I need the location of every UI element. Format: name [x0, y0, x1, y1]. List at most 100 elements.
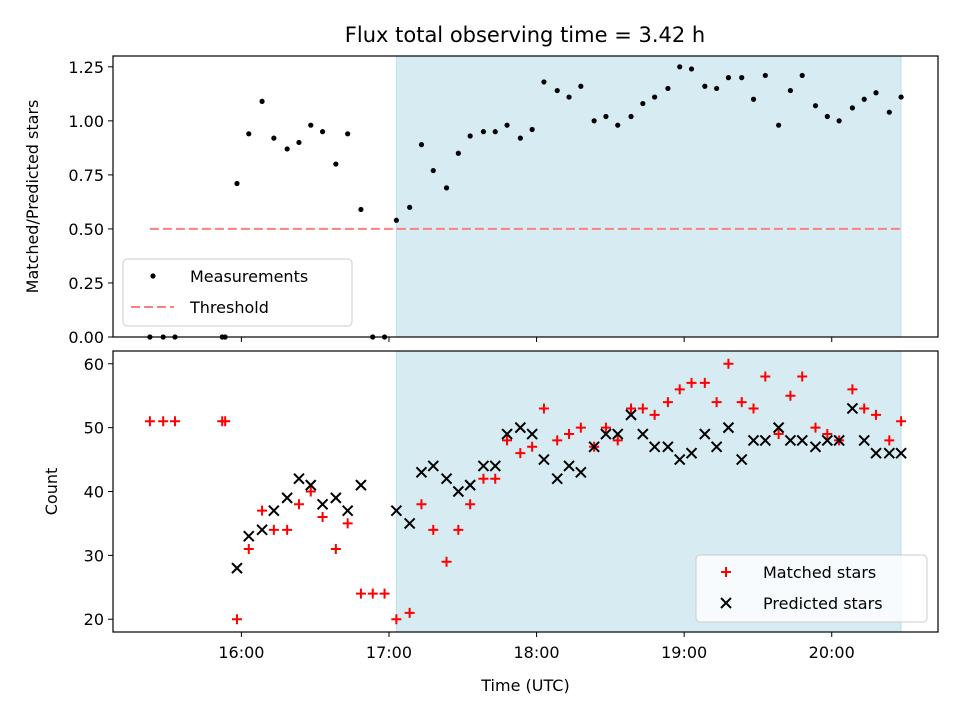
measurement-point	[688, 66, 695, 72]
matched-point	[662, 397, 673, 408]
measurement-point	[665, 85, 671, 92]
matched-point	[527, 441, 538, 452]
measurement-point	[358, 206, 364, 213]
predicted-point	[833, 434, 845, 447]
measurement-point	[861, 96, 867, 102]
matched-point	[686, 377, 697, 388]
matched-point	[453, 524, 464, 535]
predicted-point	[662, 441, 674, 453]
predicted-point	[427, 460, 439, 472]
predicted-point	[870, 447, 882, 459]
measurement-point	[319, 129, 326, 135]
x-tick-label: 18:00	[514, 643, 560, 662]
predicted-point	[809, 441, 822, 453]
matched-point	[810, 422, 821, 433]
matched-point	[404, 607, 415, 618]
predicted-point	[355, 479, 367, 491]
measurement-point	[873, 90, 879, 96]
legend-marker-matched	[721, 567, 731, 577]
predicted-point	[281, 492, 293, 504]
measurement-point	[750, 96, 757, 102]
measurement-point	[640, 100, 646, 107]
ratio-panel: 0.00 0.25 0.50 0.75 1.00 1.25 Matched/Predicte…	[23, 55, 939, 347]
measurement-point	[652, 94, 658, 100]
predicted-point	[710, 441, 723, 453]
predicted-point	[722, 421, 735, 434]
measurement-point	[591, 118, 597, 124]
matched-point	[144, 416, 155, 427]
matched-point	[575, 422, 586, 433]
measurement-point	[467, 133, 473, 139]
predicted-point	[489, 460, 501, 472]
predicted-point	[415, 466, 428, 479]
y-tick-label: 0.75	[68, 166, 104, 185]
matched-point	[293, 499, 304, 510]
y-tick-label: 0.00	[68, 328, 104, 347]
predicted-point	[883, 447, 896, 459]
legend: Measurements Threshold	[122, 258, 353, 327]
predicted-point	[784, 434, 797, 447]
predicted-point	[575, 466, 587, 479]
predicted-point	[612, 428, 624, 440]
measurement-point	[554, 87, 560, 94]
matched-point	[257, 505, 268, 516]
matched-point	[859, 403, 870, 414]
matched-point	[391, 614, 402, 625]
measurement-point	[702, 83, 708, 89]
measurement-point	[284, 146, 290, 152]
measurement-point	[812, 103, 819, 109]
measurement-point	[407, 204, 413, 210]
matched-point	[416, 499, 427, 510]
y-axis-label: Matched/Predicted stars	[23, 100, 42, 294]
measurement-point	[603, 113, 609, 120]
matched-point	[785, 390, 796, 401]
predicted-point	[538, 453, 550, 466]
y-tick-label: 50	[84, 419, 104, 438]
measurement-point	[628, 113, 634, 120]
matched-point	[723, 358, 734, 369]
predicted-point	[231, 562, 243, 574]
measurement-point	[517, 135, 523, 141]
measurement-point	[418, 142, 425, 148]
predicted-point	[563, 460, 575, 472]
measurement-point	[566, 94, 572, 100]
measurement-point	[824, 113, 830, 120]
y-tick-label: 30	[84, 546, 104, 565]
predicted-point	[243, 530, 255, 542]
measurement-point	[492, 129, 498, 135]
measurement-point	[259, 98, 265, 104]
x-axis-label: Time (UTC)	[480, 676, 569, 695]
matched-point	[169, 416, 180, 427]
predicted-point	[526, 428, 538, 440]
y-axis-label: Count	[42, 468, 61, 516]
y-tick-label: 0.25	[68, 274, 104, 293]
matched-point	[748, 403, 759, 414]
measurement-point	[898, 94, 904, 100]
measurement-point	[541, 79, 547, 85]
matched-point	[428, 524, 439, 535]
y-tick-label: 0.50	[68, 220, 104, 239]
x-tick-label: 17:00	[366, 643, 412, 662]
predicted-point	[895, 447, 907, 459]
predicted-point	[796, 434, 808, 447]
predicted-point	[305, 479, 317, 491]
predicted-point	[846, 402, 859, 415]
matched-point	[282, 524, 293, 535]
y-tick-label: 40	[84, 483, 104, 502]
matched-point	[699, 377, 710, 388]
matched-point	[871, 409, 882, 420]
measurement-point	[333, 161, 339, 167]
measurement-point	[455, 150, 461, 156]
matched-point	[243, 543, 254, 554]
measurement-point	[296, 139, 302, 146]
predicted-point	[316, 498, 329, 510]
measurement-point	[762, 72, 768, 79]
measurement-point	[443, 185, 450, 191]
predicted-point	[464, 479, 476, 491]
measurement-point	[776, 122, 782, 128]
predicted-point	[588, 441, 600, 453]
matched-point	[847, 384, 858, 395]
matched-point	[552, 435, 563, 446]
measurement-point	[578, 83, 584, 89]
